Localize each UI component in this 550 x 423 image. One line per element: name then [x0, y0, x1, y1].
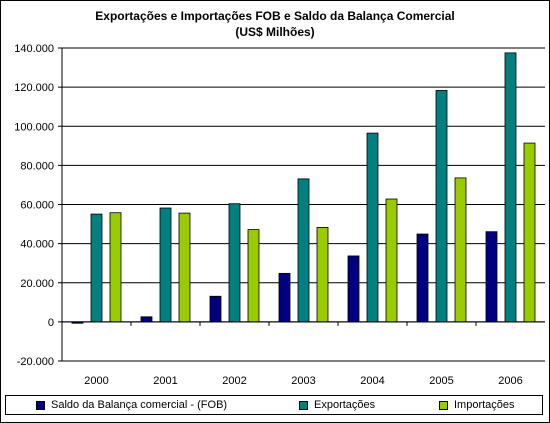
bar — [209, 295, 222, 323]
y-tick-label: 40.000 — [20, 239, 54, 251]
bar — [347, 255, 360, 323]
legend-swatch-saldo — [36, 400, 45, 410]
bar — [140, 316, 153, 323]
legend-label-exportacoes: Exportações — [314, 399, 376, 411]
bar — [278, 272, 291, 323]
chart-title-text: Exportações e Importações FOB e Saldo da… — [95, 9, 455, 23]
y-tick-labels: -20.000 0 20.000 40.000 60.000 80.000 100.000 1… — [14, 43, 54, 368]
bar — [485, 231, 498, 323]
bar — [385, 198, 398, 323]
y-tick-label: 60.000 — [20, 200, 54, 212]
x-tick-label: 2000 — [84, 375, 108, 387]
y-tick-label: 120.000 — [14, 82, 54, 94]
bar — [90, 213, 103, 323]
legend-label-importacoes: Importações — [454, 399, 515, 411]
x-tick-labels: 2000 2001 2002 2003 2004 2005 2006 — [84, 375, 522, 387]
legend-label-saldo: Saldo da Balança comercial - (FOB) — [51, 399, 228, 411]
x-tick-label: 2003 — [291, 375, 315, 387]
bar — [109, 212, 122, 323]
y-tick-label: 140.000 — [14, 43, 54, 55]
bar — [316, 226, 329, 323]
bar — [178, 212, 191, 323]
legend: Saldo da Balança comercial - (FOB) Expor… — [5, 395, 543, 415]
bar — [159, 207, 172, 323]
chart-subtitle-text: (US$ Milhões) — [235, 25, 315, 39]
x-tick-label: 2004 — [360, 375, 384, 387]
y-tick-label: 100.000 — [14, 121, 54, 133]
legend-swatch-exportacoes — [299, 400, 308, 410]
x-tick-label: 2006 — [498, 375, 522, 387]
legend-item-exportacoes: Exportações — [299, 399, 375, 411]
legend-item-importacoes: Importações — [439, 399, 515, 411]
axes — [58, 47, 545, 362]
bars — [71, 52, 536, 324]
legend-item-saldo: Saldo da Balança comercial - (FOB) — [36, 399, 227, 411]
bar — [416, 233, 429, 323]
bar — [523, 142, 536, 323]
bar — [228, 203, 241, 323]
bar — [366, 132, 379, 323]
y-tick-label: 0 — [48, 317, 54, 329]
bar — [435, 90, 448, 323]
x-tick-label: 2005 — [429, 375, 453, 387]
bar — [247, 229, 260, 323]
legend-swatch-importacoes — [439, 400, 448, 410]
y-tick-label: 20.000 — [20, 278, 54, 290]
bar — [454, 177, 467, 323]
bar — [504, 52, 517, 323]
x-tick-label: 2001 — [153, 375, 177, 387]
bar — [297, 178, 310, 323]
chart-plot: -20.000 0 20.000 40.000 60.000 80.000 100.000 1… — [14, 43, 545, 387]
x-tick-label: 2002 — [222, 375, 246, 387]
y-tick-label: 80.000 — [20, 160, 54, 172]
chart-title: Exportações e Importações FOB e Saldo da… — [0, 8, 550, 40]
y-tick-label: -20.000 — [17, 356, 54, 368]
